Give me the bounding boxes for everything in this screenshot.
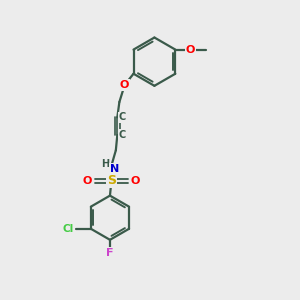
Text: F: F	[106, 248, 114, 258]
Text: H: H	[101, 159, 109, 170]
Text: Cl: Cl	[63, 224, 74, 234]
Text: C: C	[119, 112, 126, 122]
Text: O: O	[186, 45, 195, 55]
Text: O: O	[130, 176, 140, 186]
Text: O: O	[120, 80, 129, 90]
Text: S: S	[107, 174, 116, 188]
Text: N: N	[110, 164, 119, 173]
Text: O: O	[83, 176, 92, 186]
Text: C: C	[119, 130, 126, 140]
